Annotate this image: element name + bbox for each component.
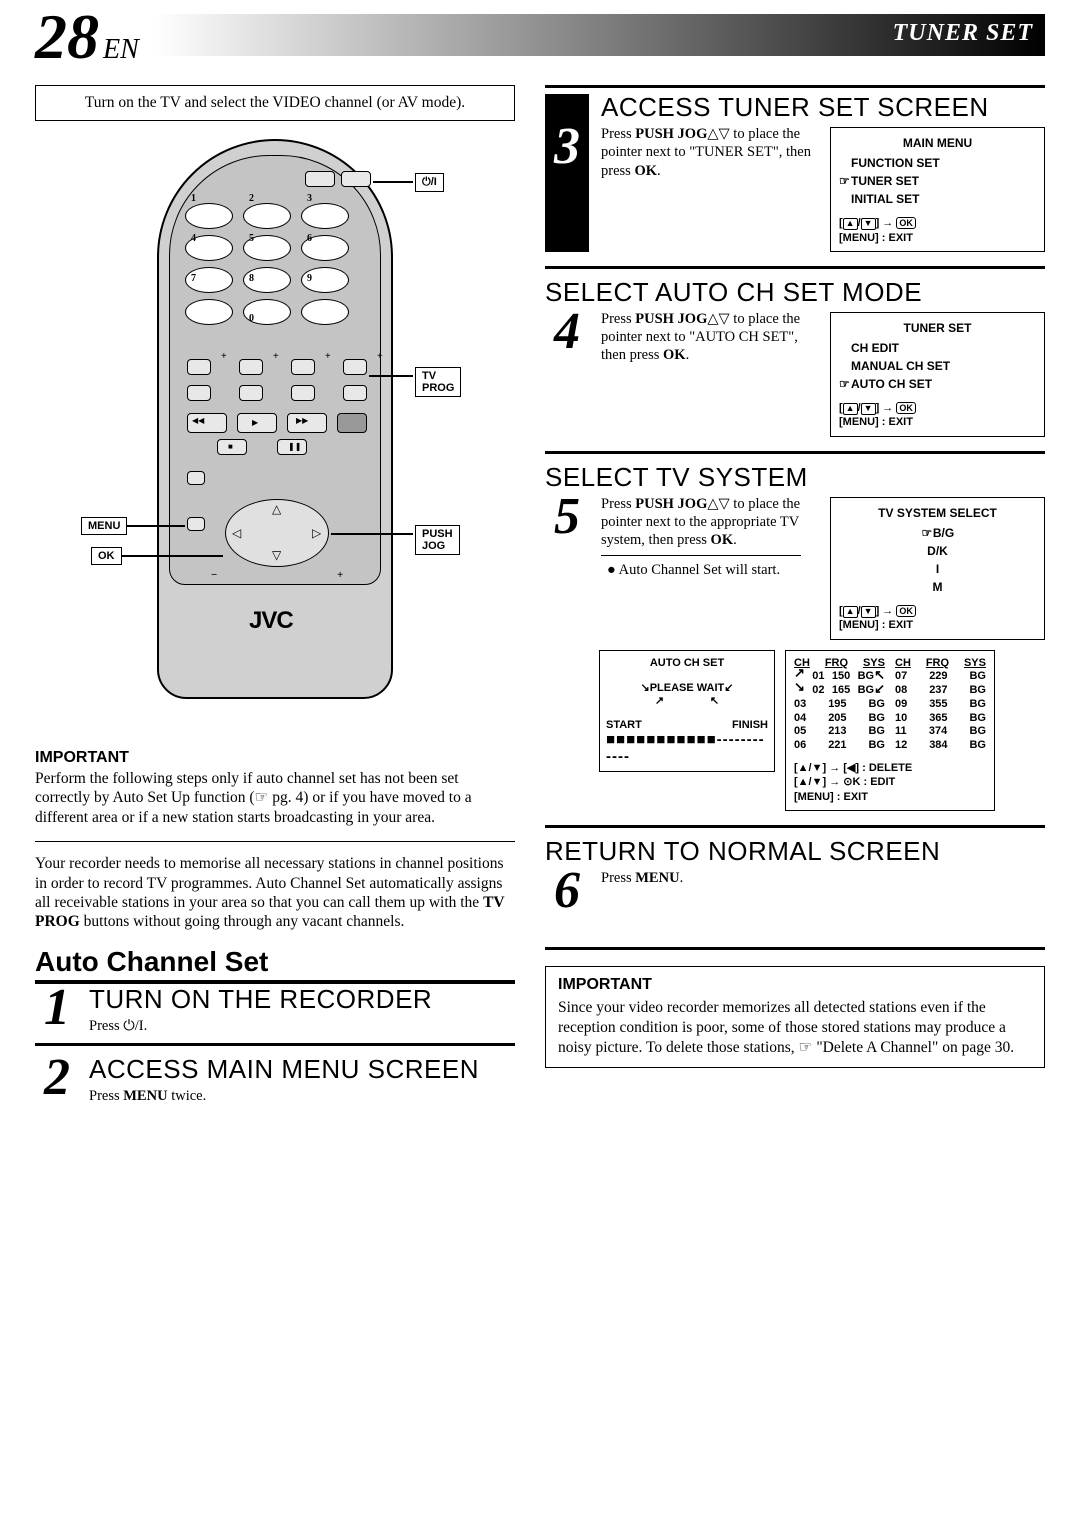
step-1: 1 TURN ON THE RECORDER Press ⏻/I. [35,986,515,1035]
step-5-title: SELECT TV SYSTEM [545,464,1045,491]
step-number: 5 [545,495,589,539]
section-header: Auto Channel Set [35,946,515,984]
step-1-text: Press ⏻/I. [89,1017,515,1035]
step-number: 3 [545,125,589,169]
num-1: 1 [191,193,196,204]
brand-logo: JVC [249,607,293,635]
step-number: 2 [35,1056,79,1105]
step-1-title: TURN ON THE RECORDER [89,986,515,1013]
osd-tv-system: TV SYSTEM SELECT ☞B/G D/K I M [▲/▼] → OK… [830,497,1045,640]
step-3-title: ACCESS TUNER SET SCREEN [601,94,1045,121]
left-body-text: Your recorder needs to memorise all nece… [35,854,515,932]
step-4-title: SELECT AUTO CH SET MODE [545,279,1045,306]
remote-diagram: 1 2 3 4 5 6 7 8 9 0 [125,139,425,719]
callout-ok: OK [91,547,122,565]
num-9: 9 [307,273,312,284]
osd-main-menu: MAIN MENU FUNCTION SET ☞TUNER SET INITIA… [830,127,1045,252]
channel-table: CHFRQSYS↗01150BG↖↘02165BG↙03195BG04205BG… [785,650,995,811]
callout-tv-prog: TV PROG [415,367,461,397]
osd-nav: [▲/▼] → OK[MENU] : EXIT [839,216,1036,245]
page-lang: EN [103,34,139,66]
num-3: 3 [307,193,312,204]
num-2: 2 [249,193,254,204]
step-6-title: RETURN TO NORMAL SCREEN [545,838,1045,865]
auto-ch-set-box: AUTO CH SET ↘PLEASE WAIT↙↗ ↖ STARTFINISH… [599,650,775,772]
header-title: TUNER SET [893,20,1033,47]
page-header: 28 EN TUNER SET [35,0,1045,70]
intro-box: Turn on the TV and select the VIDEO chan… [35,85,515,121]
important-label-right: IMPORTANT [558,975,1032,996]
osd-tuner-set: TUNER SET CH EDIT MANUAL CH SET ☞AUTO CH… [830,312,1045,437]
num-4: 4 [191,233,196,244]
step-number: 6 [545,869,589,913]
callout-push-jog: PUSH JOG [415,525,460,555]
num-0: 0 [249,313,254,324]
step-number: 4 [545,310,589,354]
important-label-left: IMPORTANT [35,749,515,767]
callout-power: ⏻/I [415,173,444,192]
step-2-title: ACCESS MAIN MENU SCREEN [89,1056,515,1083]
step-6-text: Press MENU. [601,869,1045,887]
num-5: 5 [249,233,254,244]
step-2: 2 ACCESS MAIN MENU SCREEN Press MENU twi… [35,1056,515,1105]
step-4-text: Press PUSH JOG△▽ to place the pointer ne… [601,310,818,364]
callout-menu: MENU [81,517,127,535]
step-5-bullet: ● Auto Channel Set will start. [607,562,818,579]
osd-nav: [▲/▼] → OK[MENU] : EXIT [839,604,1036,633]
osd-nav: [▲/▼] → OK[MENU] : EXIT [839,401,1036,430]
page-number: 28 [35,0,99,74]
step-5-text: Press PUSH JOG△▽ to place the pointer ne… [601,495,818,549]
num-6: 6 [307,233,312,244]
header-gradient: TUNER SET [154,14,1045,56]
num-7: 7 [191,273,196,284]
important-text-right: Since your video recorder memorizes all … [558,998,1032,1058]
step-number: 1 [35,986,79,1035]
step-2-text: Press MENU twice. [89,1087,515,1105]
step-3-text: Press PUSH JOG△▽ to place the pointer ne… [601,125,818,179]
important-text-left: Perform the following steps only if auto… [35,769,515,827]
important-box-right: IMPORTANT Since your video recorder memo… [545,966,1045,1067]
num-8: 8 [249,273,254,284]
